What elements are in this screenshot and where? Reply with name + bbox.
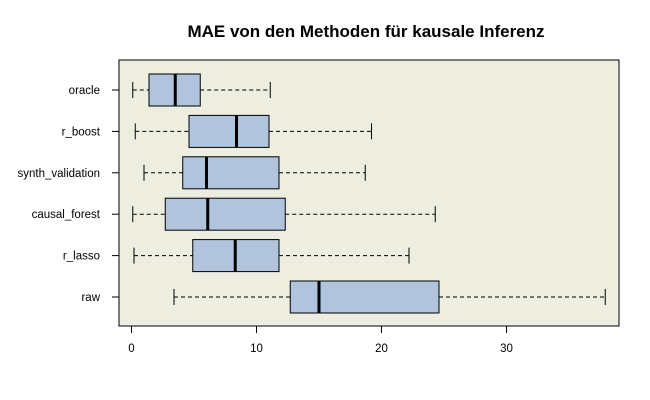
boxes-group [132, 73, 606, 314]
box-r_boost [134, 114, 372, 148]
x-axis: 0 10 20 30 [128, 325, 513, 355]
iqr-box [164, 197, 286, 231]
category-label-causal_forest: causal_forest [32, 209, 101, 221]
box-causal_forest [132, 197, 436, 231]
category-label-r_lasso: r_lasso [63, 251, 100, 263]
chart-title: MAE von den Methoden für kausale Inferen… [187, 22, 544, 41]
category-label-oracle: oracle [69, 85, 100, 97]
category-labels: oracle r_boost synth_validation causal_fore… [18, 85, 119, 304]
x-tick-label: 30 [500, 343, 513, 355]
x-tick-label: 10 [250, 343, 263, 355]
box-oracle [132, 73, 271, 107]
box-synth_validation [143, 156, 366, 190]
iqr-box [188, 114, 270, 148]
category-label-synth_validation: synth_validation [18, 168, 100, 180]
iqr-box [289, 280, 440, 314]
iqr-box [182, 156, 280, 190]
category-label-r_boost: r_boost [62, 126, 101, 138]
box-r_lasso [133, 239, 410, 273]
x-tick-label: 0 [128, 343, 134, 355]
x-tick-label: 20 [375, 343, 388, 355]
box-raw [173, 280, 606, 314]
category-label-raw: raw [81, 292, 100, 304]
